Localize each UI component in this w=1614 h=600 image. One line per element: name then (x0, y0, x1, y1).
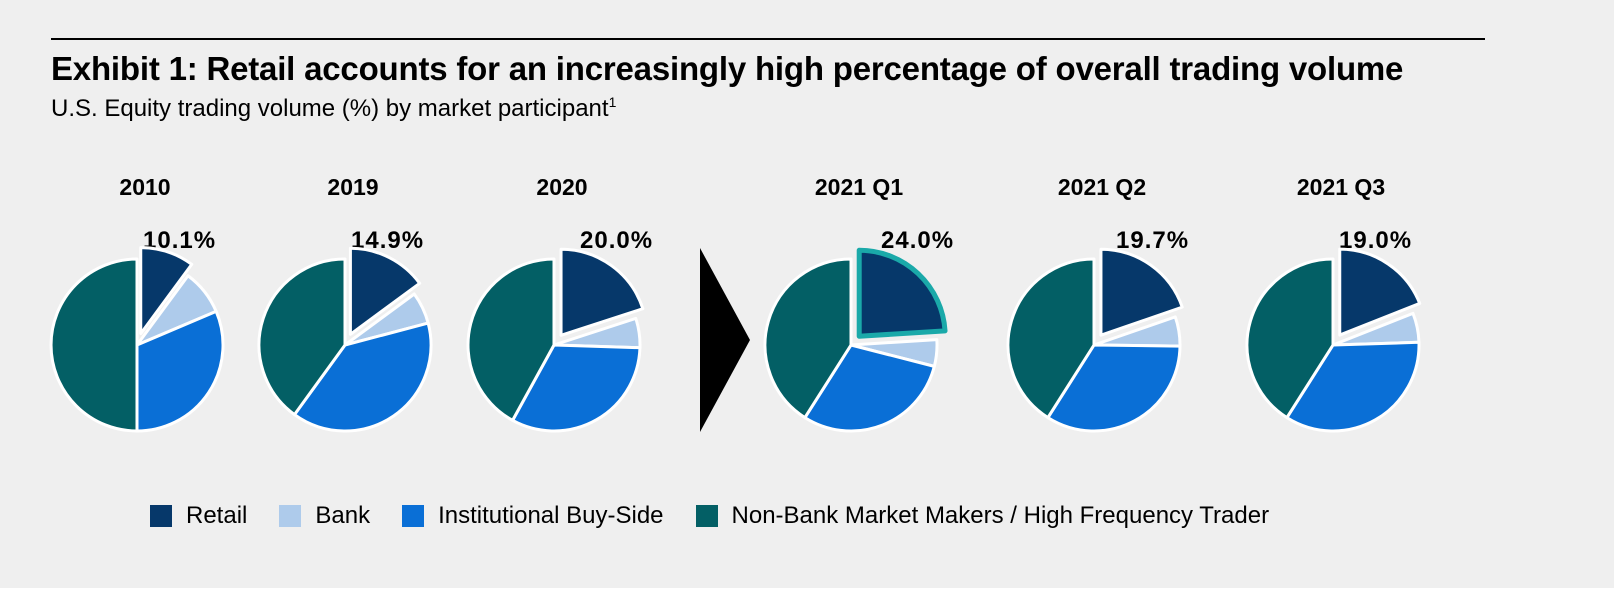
legend-item-hft: Non-Bank Market Makers / High Frequency … (695, 502, 1270, 530)
pie-year-label: 2010 (119, 174, 170, 200)
subtitle-text: U.S. Equity trading volume (%) by market… (51, 95, 609, 122)
legend-item-institutional: Institutional Buy-Side (402, 502, 664, 530)
pie-2021-q2: 2021 Q2 19.7% (1006, 174, 1189, 433)
pie-slice-retail (856, 247, 948, 339)
subtitle-footnote: 1 (608, 94, 617, 110)
pie-slice-retail (1099, 247, 1184, 337)
chart-subtitle: U.S. Equity trading volume (%) by market… (51, 94, 616, 123)
pie-slice-hft (1006, 257, 1096, 420)
legend-swatch-bank (279, 505, 302, 527)
legend-swatch-retail (150, 505, 172, 527)
retail-share-label: 24.0% (881, 227, 954, 254)
pie-slice-retail (559, 247, 645, 337)
pie-year-label: 2021 Q3 (1297, 174, 1385, 200)
legend-label-retail: Retail (186, 502, 248, 529)
legend-label-bank: Bank (315, 502, 371, 529)
pie-slice-hft (466, 257, 556, 422)
legend-label-institutional: Institutional Buy-Side (438, 502, 664, 529)
pie-slice-institutional (1285, 340, 1421, 433)
pie-slice-institutional (803, 343, 936, 433)
pie-2021-q1: 2021 Q1 24.0% (763, 174, 954, 433)
legend-item-bank: Bank (279, 502, 370, 530)
pie-slice-retail (348, 246, 422, 336)
pie-slice-retail (1338, 247, 1422, 337)
pie-slice-hft (49, 257, 139, 433)
pie-slice-institutional (511, 343, 642, 433)
pie-year-label: 2021 Q2 (1058, 174, 1146, 200)
period-divider-arrow (700, 248, 750, 432)
retail-share-label: 19.7% (1116, 227, 1189, 254)
pie-year-label: 2020 (536, 174, 587, 200)
pie-slice-hft (1245, 257, 1335, 420)
legend-label-hft: Non-Bank Market Makers / High Frequency … (731, 502, 1270, 529)
legend-item-retail: Retail (150, 502, 247, 530)
legend-swatch-hft (695, 505, 718, 527)
legend-swatch-institutional (402, 505, 425, 527)
pie-slice-institutional (292, 321, 433, 433)
pie-slice-institutional (135, 309, 225, 433)
retail-share-label: 20.0% (580, 227, 653, 254)
chart-title: Exhibit 1: Retail accounts for an increa… (51, 50, 1404, 87)
pie-slice-hft (257, 257, 347, 417)
pie-slice-hft (763, 257, 853, 420)
pie-year-label: 2021 Q1 (815, 174, 903, 200)
pie-year-label: 2019 (327, 174, 378, 200)
pie-slice-retail (139, 246, 194, 336)
legend: Retail Bank Institutional Buy-Side Non-B… (150, 502, 1301, 530)
pie-2020: 2020 20.0% (466, 174, 653, 433)
top-rule (51, 38, 1485, 40)
bottom-strip (0, 588, 1614, 600)
